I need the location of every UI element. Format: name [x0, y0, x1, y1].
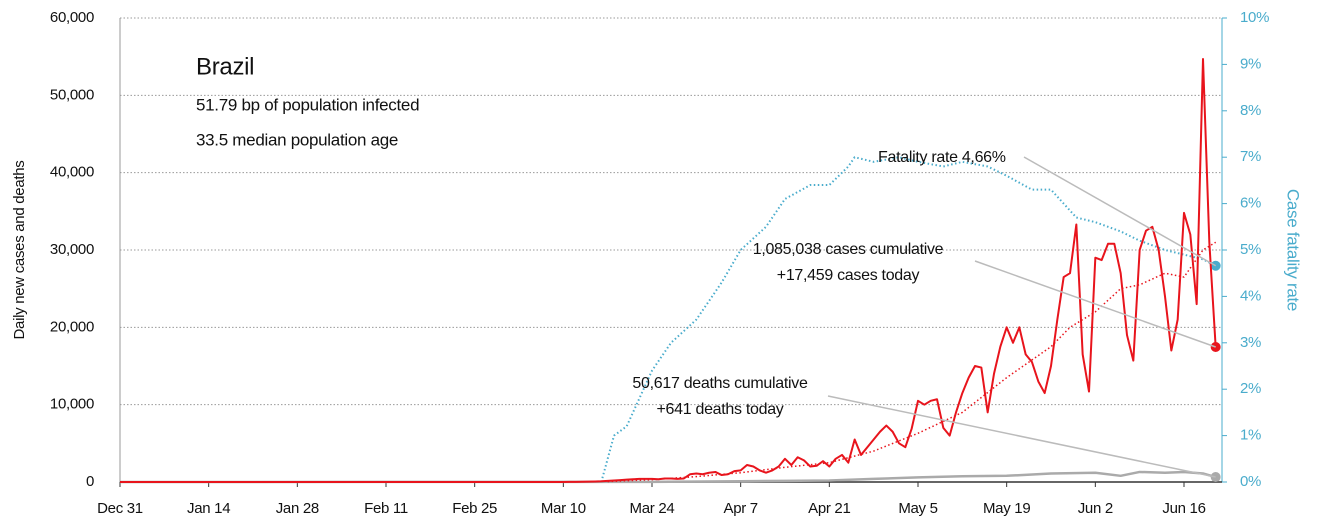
series-line [119, 470, 1217, 484]
y2-tick-label: 7% [1240, 148, 1261, 165]
series-line [120, 57, 1217, 483]
y-tick-label: 60,000 [50, 9, 94, 26]
subtitle: 33.5 median population age [196, 130, 398, 149]
y2-tick-label: 4% [1240, 287, 1261, 304]
series-line [600, 156, 1217, 483]
y2-axis-label: Case fatality rate [1284, 189, 1303, 311]
y2-tick-label: 3% [1240, 334, 1261, 351]
leader-line [827, 395, 1216, 478]
y2-tick-label: 1% [1240, 427, 1261, 444]
x-tick-label: Dec 31 [97, 500, 143, 517]
subtitle: 51.79 bp of population infected [196, 95, 419, 114]
annotation: 1,085,038 cases cumulative [753, 241, 944, 258]
y-tick-label: 30,000 [50, 241, 94, 258]
y-tick-label: 0 [86, 473, 94, 490]
annotation: +641 deaths today [656, 401, 783, 418]
x-tick-label: Apr 7 [723, 500, 757, 517]
annotation: 50,617 deaths cumulative [632, 375, 808, 392]
y-tick-label: 10,000 [50, 396, 94, 413]
x-tick-label: Mar 24 [630, 500, 675, 517]
y-tick-label: 50,000 [50, 86, 94, 103]
y-tick-label: 20,000 [50, 318, 94, 335]
y2-tick-label: 9% [1240, 55, 1261, 72]
y-axis-label: Daily new cases and deaths [11, 161, 28, 340]
y2-tick-label: 5% [1240, 241, 1261, 258]
x-tick-label: Jan 28 [276, 500, 319, 517]
leader-line [1023, 156, 1217, 267]
y2-tick-label: 0% [1240, 473, 1261, 490]
y2-tick-label: 6% [1240, 195, 1261, 212]
x-tick-label: Jan 14 [187, 500, 230, 517]
x-tick-label: Jun 16 [1162, 500, 1205, 517]
chart-title: Brazil [196, 53, 254, 80]
annotation: +17,459 cases today [777, 267, 920, 284]
y2-tick-label: 8% [1240, 102, 1261, 119]
x-tick-label: Feb 25 [452, 500, 497, 517]
y-tick-label: 40,000 [50, 164, 94, 181]
x-tick-label: May 5 [898, 500, 937, 517]
series-line [607, 241, 1217, 483]
x-tick-label: Jun 2 [1078, 500, 1113, 517]
x-tick-label: May 19 [983, 500, 1030, 517]
y2-tick-label: 10% [1240, 9, 1269, 26]
x-tick-label: Feb 11 [364, 500, 408, 517]
x-tick-label: Mar 10 [541, 500, 586, 517]
x-tick-label: Apr 21 [808, 500, 850, 517]
leader-line [974, 260, 1216, 348]
annotation: Fatality rate 4,66% [878, 149, 1006, 166]
y2-tick-label: 2% [1240, 380, 1261, 397]
